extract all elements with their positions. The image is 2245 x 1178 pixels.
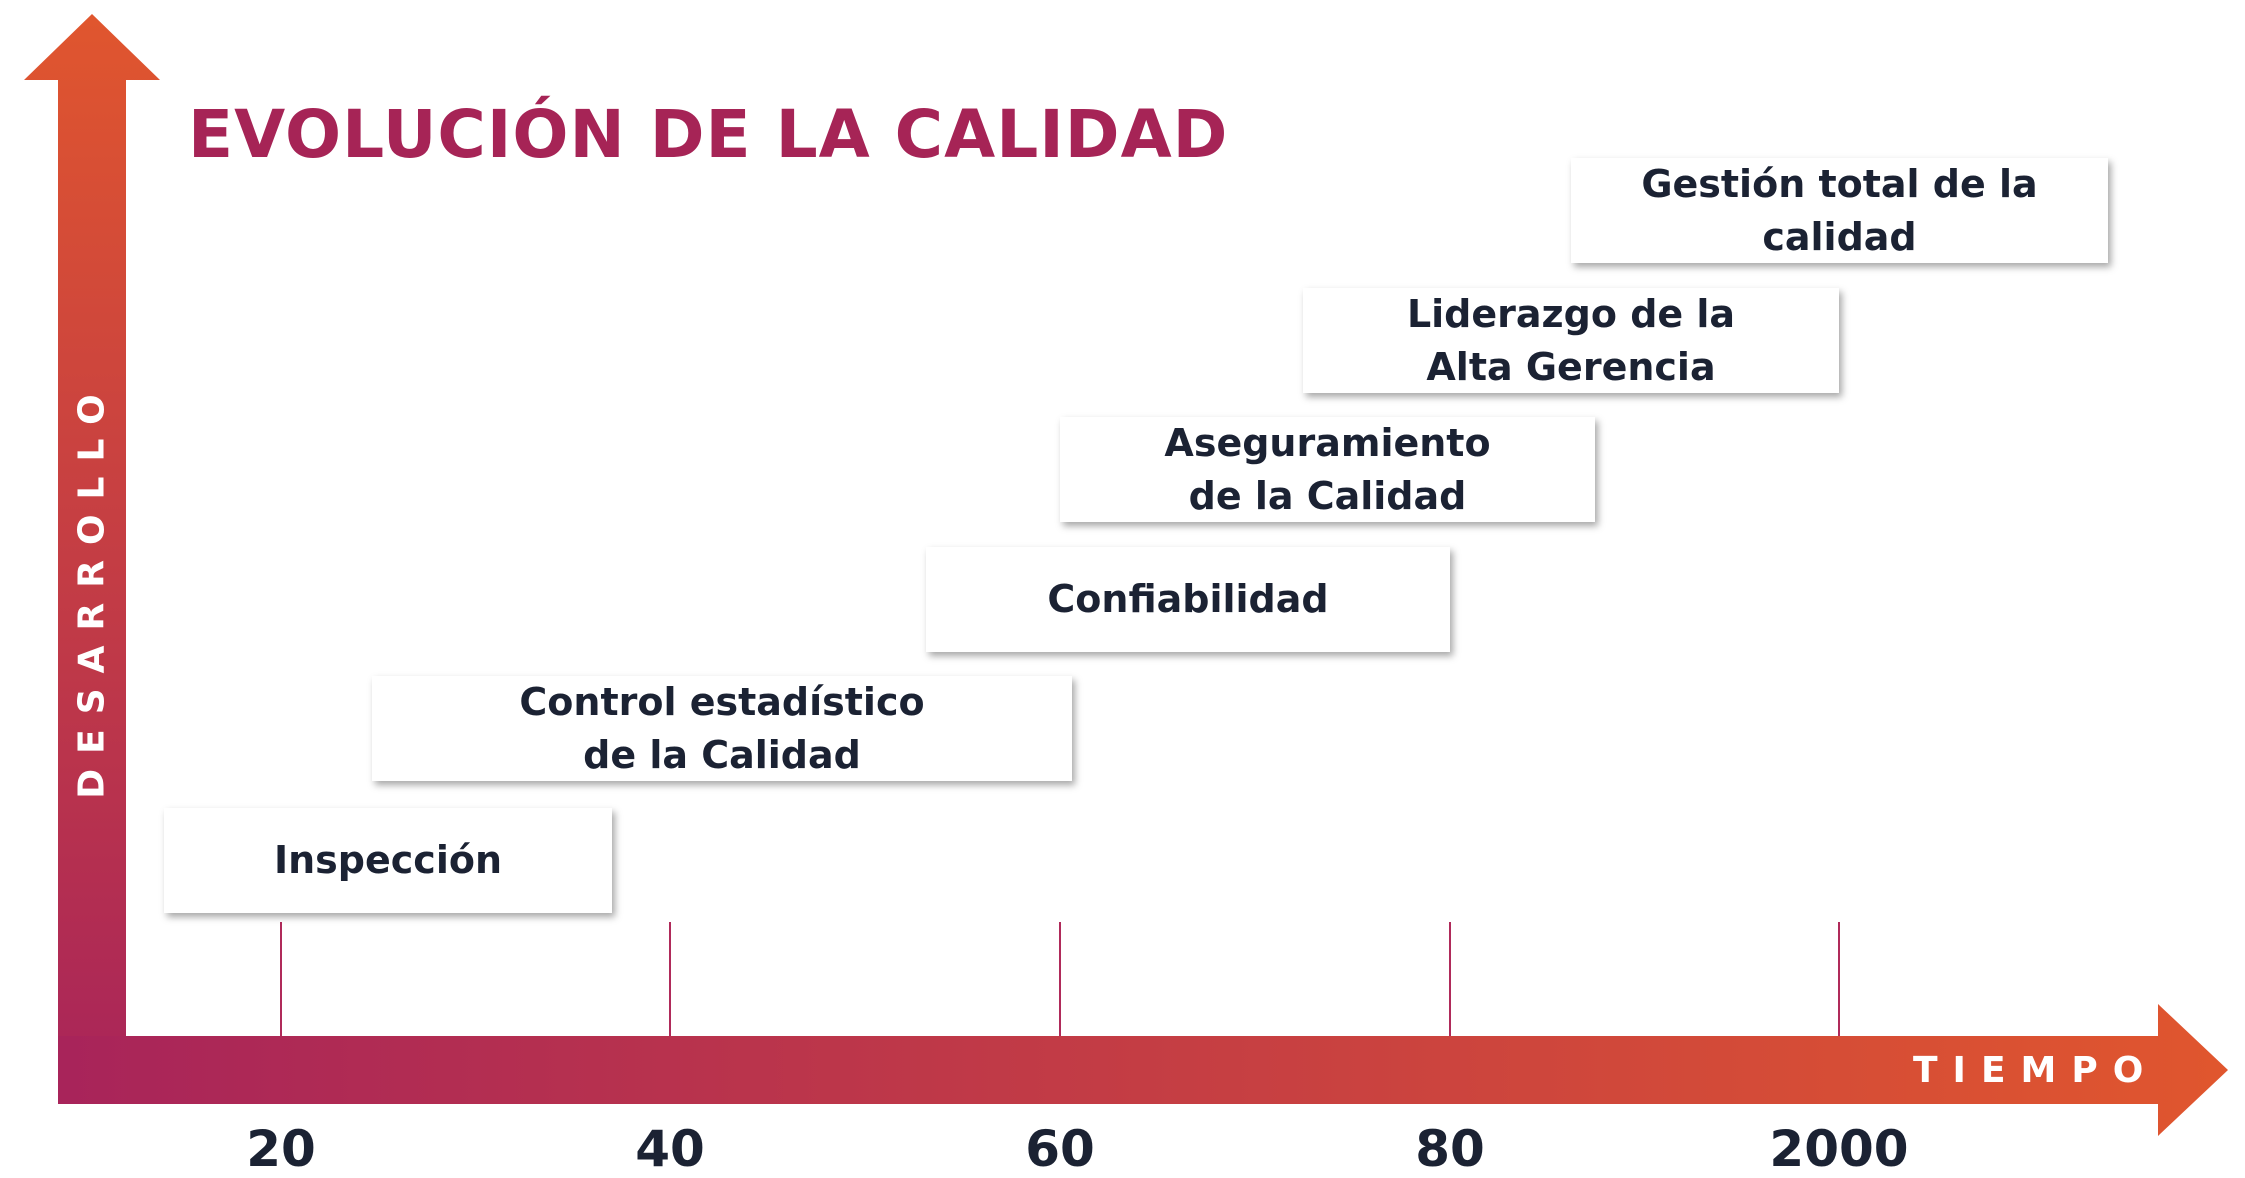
stage-label: Inspección xyxy=(273,838,503,883)
stage-box-reliability: Confiabilidad xyxy=(926,547,1450,652)
stage-box-statistical-control: Control estadístico de la Calidad xyxy=(372,676,1072,781)
stage-label: Gestión total de la calidad xyxy=(1641,162,2038,259)
stage-label: Aseguramiento de la Calidad xyxy=(1164,421,1491,518)
stage-box-total-quality-management: Gestión total de la calidad xyxy=(1571,158,2108,263)
stage-box-inspection: Inspección xyxy=(164,808,612,913)
x-axis-arrow xyxy=(58,1004,2228,1136)
tick-label-60: 60 xyxy=(1025,1120,1095,1178)
tick-label-20: 20 xyxy=(246,1120,316,1178)
stage-label: Control estadístico de la Calidad xyxy=(519,680,925,777)
stage-label: Liderazgo de la Alta Gerencia xyxy=(1406,292,1736,389)
stage-box-quality-assurance: Aseguramiento de la Calidad xyxy=(1060,417,1595,522)
tick-label-2000: 2000 xyxy=(1769,1120,1909,1178)
stage-label: Confiabilidad xyxy=(1047,577,1329,622)
tick-label-40: 40 xyxy=(635,1120,705,1178)
page-title: EVOLUCIÓN DE LA CALIDAD xyxy=(188,96,1229,173)
y-axis-arrow xyxy=(24,14,160,1104)
x-axis-label: TIEMPO xyxy=(1913,1050,2159,1091)
stage-box-top-management-leadership: Liderazgo de la Alta Gerencia xyxy=(1303,288,1839,393)
tick-label-80: 80 xyxy=(1415,1120,1485,1178)
y-axis-label: DESARROLLO xyxy=(71,379,113,799)
